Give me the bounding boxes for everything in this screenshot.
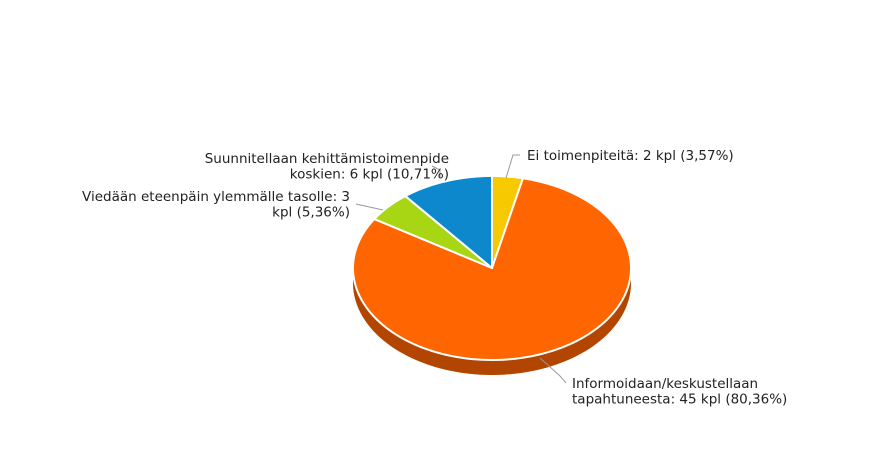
leader-line	[355, 203, 384, 211]
data-label: Ei toimenpiteitä: 2 kpl (3,57%)	[527, 148, 734, 164]
slice	[352, 177, 632, 361]
data-label: kpl (5,36%)	[272, 205, 350, 221]
data-label: koskien: 6 kpl (10,71%)	[290, 167, 449, 183]
leader-line	[431, 165, 441, 178]
data-label: Suunnitellaan kehittämistoimenpide	[205, 151, 449, 167]
data-label: tapahtuneesta: 45 kpl (80,36%)	[572, 392, 787, 408]
data-label: Viedään eteenpäin ylemmälle tasolle: 3	[82, 189, 350, 205]
data-label: Informoidaan/keskustellaan	[572, 376, 758, 392]
slice	[373, 195, 493, 269]
slice	[404, 175, 493, 269]
leader-line	[505, 154, 520, 179]
leader-line	[539, 357, 567, 384]
